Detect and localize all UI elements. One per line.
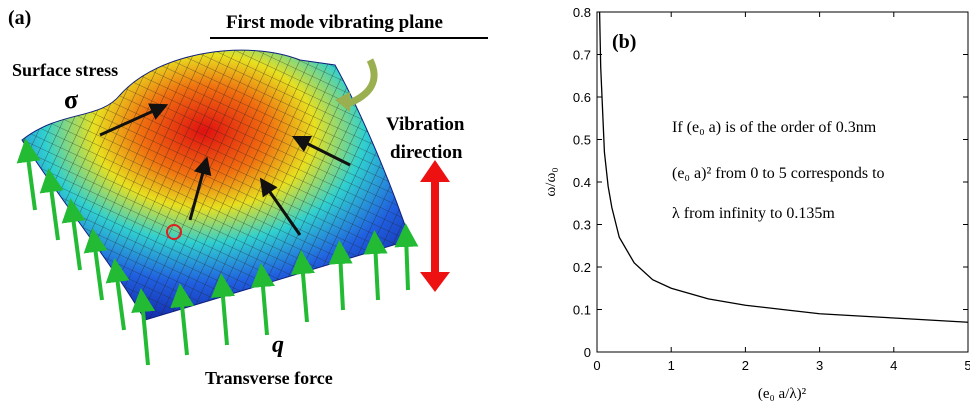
x-tick-label: 1 bbox=[668, 358, 675, 373]
y-tick-label: 0.5 bbox=[573, 133, 591, 148]
x-tick-label: 3 bbox=[816, 358, 823, 373]
surface-illustration bbox=[16, 37, 488, 366]
force-label: Transverse force bbox=[205, 368, 333, 388]
panel-title: First mode vibrating plane bbox=[226, 12, 443, 33]
annotation: If (e₀ a) is of the order of 0.3nm bbox=[672, 119, 877, 136]
y-tick-label: 0 bbox=[584, 345, 591, 360]
annotation: λ from infinity to 0.135m bbox=[672, 205, 835, 222]
annotation: (e₀ a)² from 0 to 5 corresponds to bbox=[672, 165, 885, 182]
y-tick-label: 0.2 bbox=[573, 260, 591, 275]
y-tick-label: 0.3 bbox=[573, 218, 591, 233]
x-tick-label: 0 bbox=[593, 358, 600, 373]
y-tick-label: 0.4 bbox=[573, 175, 591, 190]
stress-symbol: σ bbox=[64, 85, 78, 114]
y-axis-label: ω/ω₀ bbox=[543, 167, 559, 196]
plot-frame bbox=[596, 11, 969, 353]
x-tick-label: 5 bbox=[964, 358, 970, 373]
x-tick-label: 2 bbox=[742, 358, 749, 373]
x-axis-label: (e₀ a/λ)² bbox=[758, 386, 807, 402]
y-tick-label: 0.1 bbox=[573, 303, 591, 318]
vibration-label: Vibration bbox=[386, 114, 465, 135]
data-line bbox=[598, 11, 969, 323]
panel-label: (b) bbox=[612, 31, 636, 53]
x-tick-label: 4 bbox=[890, 358, 897, 373]
stress-label: Surface stress bbox=[12, 60, 118, 80]
vibration-label: direction bbox=[390, 142, 463, 163]
y-tick-label: 0.7 bbox=[573, 48, 591, 63]
panel-label: (a) bbox=[8, 7, 31, 29]
y-tick-label: 0.8 bbox=[573, 5, 591, 20]
y-tick-label: 0.6 bbox=[573, 90, 591, 105]
force-symbol: q bbox=[272, 332, 284, 358]
